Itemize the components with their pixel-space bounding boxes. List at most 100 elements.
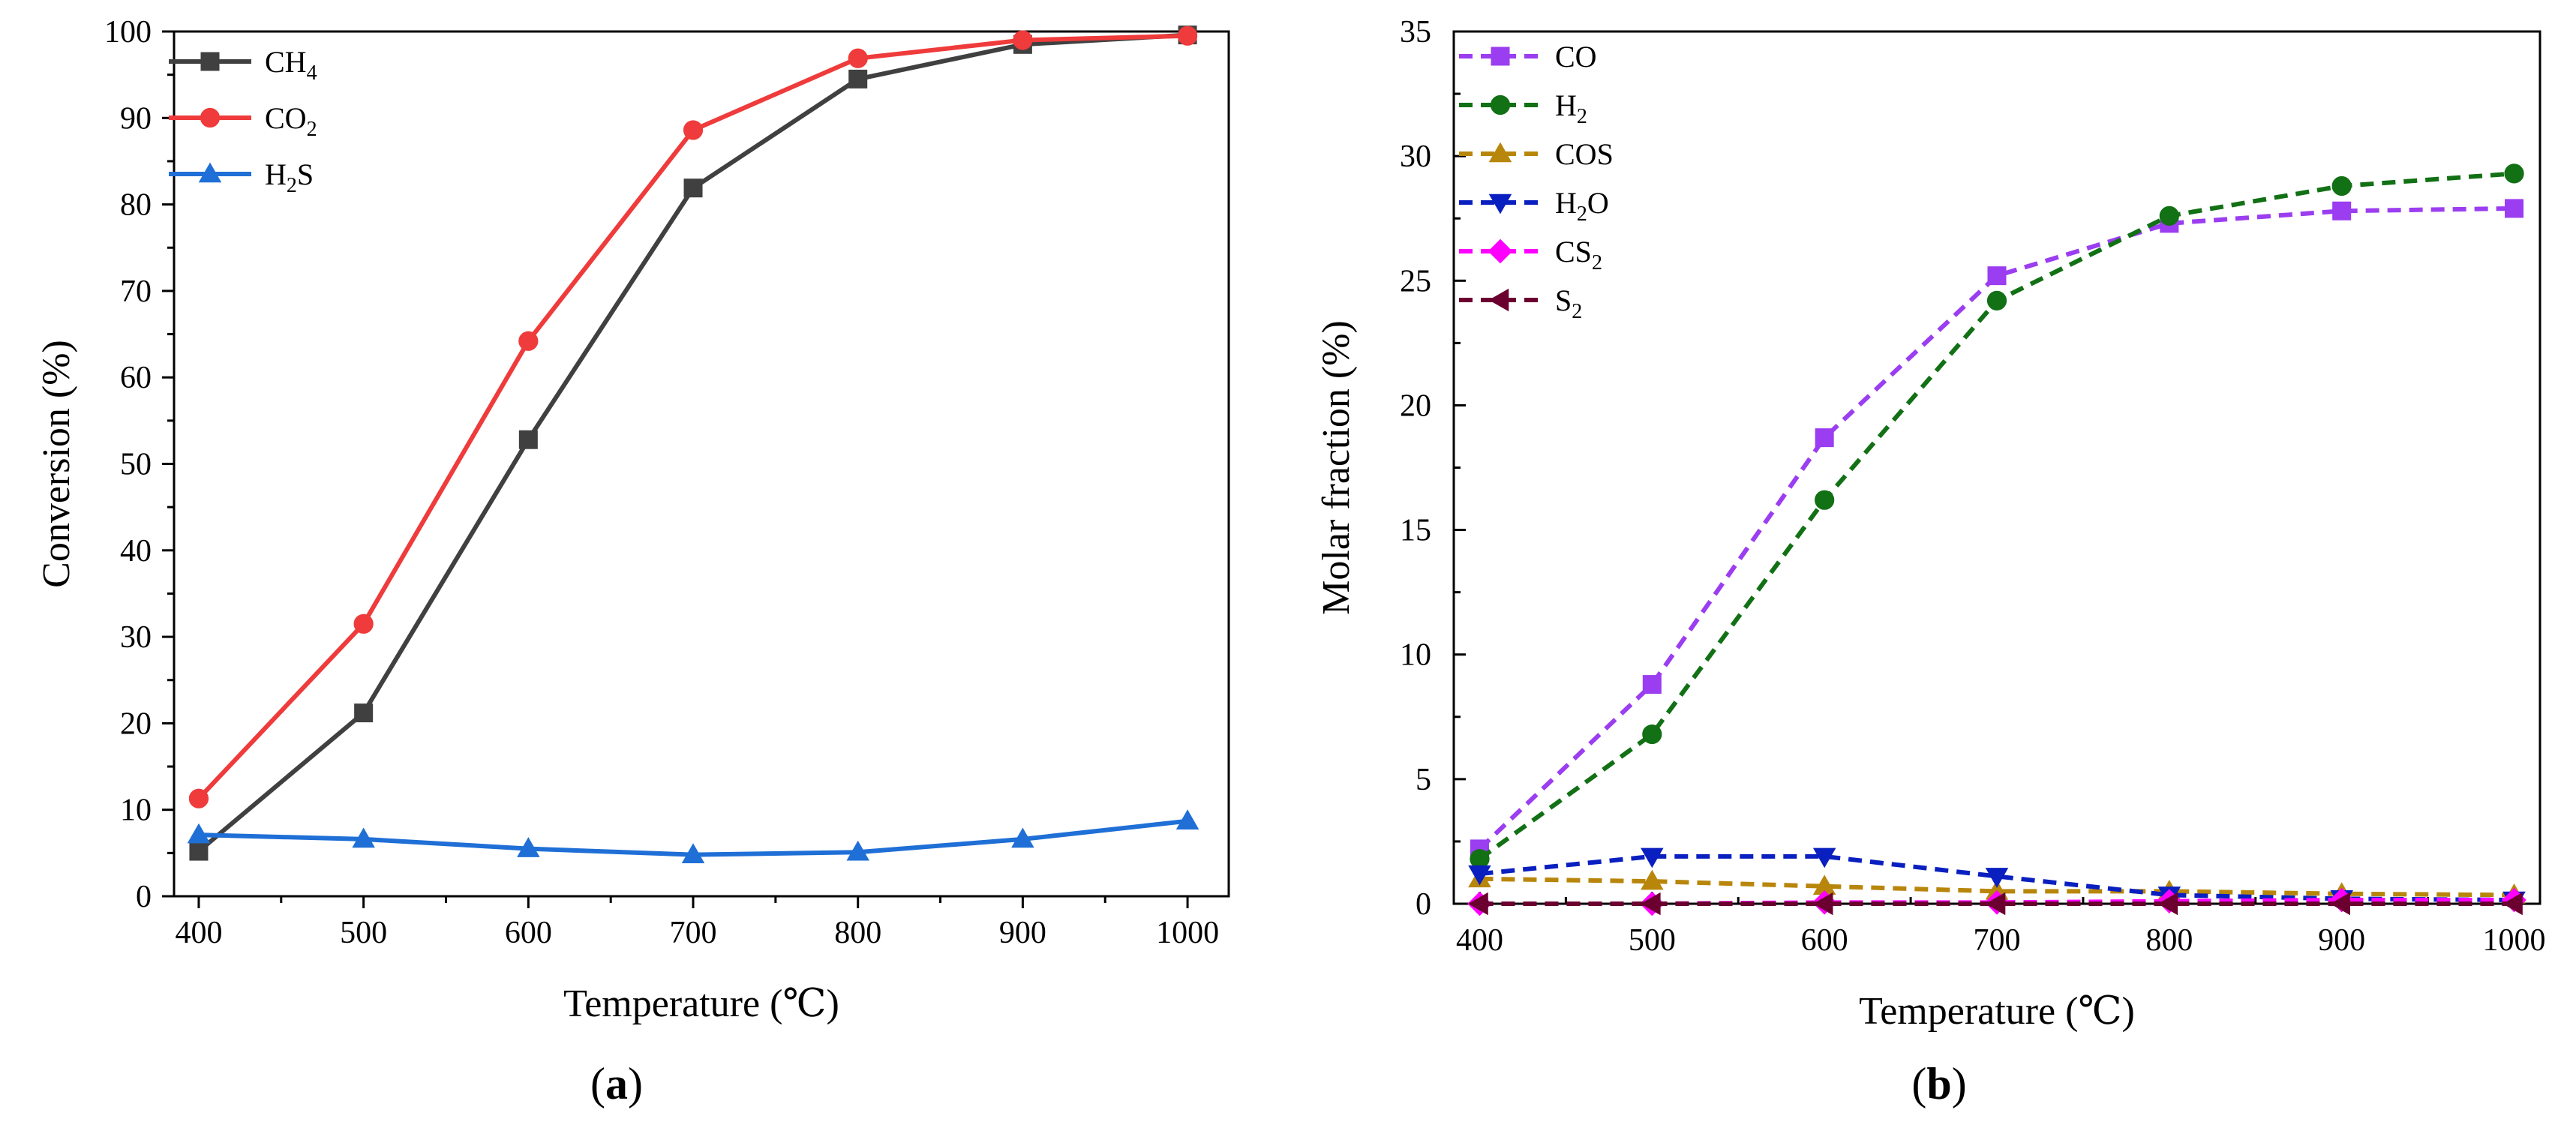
data-point	[2332, 201, 2352, 220]
data-point	[683, 178, 703, 198]
y-tick-label: 10	[120, 794, 152, 828]
data-point	[1011, 827, 1034, 848]
legend-subscript: 2	[287, 174, 297, 197]
legend-tail: S	[297, 158, 314, 191]
x-tick-label: 600	[505, 916, 552, 950]
series-1	[1470, 164, 2524, 869]
x-tick-label: 1000	[2483, 923, 2546, 958]
legend-marker	[1490, 94, 1511, 116]
legend-label: CS2	[1555, 235, 1602, 274]
legend-subscript: 2	[1572, 300, 1582, 323]
x-tick-label: 500	[1629, 923, 1676, 958]
data-point	[1177, 26, 1198, 46]
legend-marker	[1488, 288, 1509, 312]
legend-subscript: 2	[1577, 105, 1587, 128]
legend-label: CO	[1555, 40, 1597, 74]
panel-label-close: )	[1952, 1059, 1967, 1108]
x-axis-title: Temperature (℃)	[563, 982, 839, 1025]
y-tick-label: 20	[1400, 388, 1431, 423]
panel-label-letter: b	[1926, 1059, 1951, 1108]
legend-name: CS	[1555, 235, 1592, 268]
data-point	[2330, 892, 2350, 916]
data-point	[353, 614, 374, 634]
y-tick-label: 10	[1400, 638, 1431, 673]
legend-tail: O	[1587, 186, 1609, 220]
panel-a: 400 500 600 700 800 900 1000 0 10 20 30 40 50 60 70 80 9…	[35, 15, 1230, 1108]
y-tick-label: 50	[120, 448, 152, 482]
data-point	[1985, 892, 2006, 916]
data-point	[1640, 892, 1661, 916]
y-tick-label: 0	[136, 880, 152, 914]
y-tick-label: 20	[120, 706, 152, 741]
legend-name: H	[265, 158, 287, 191]
data-point	[846, 840, 869, 861]
legend-subscript: 2	[307, 118, 317, 141]
data-point	[1642, 724, 1662, 745]
legend-subscript: 2	[1577, 202, 1587, 226]
x-tick-label: 600	[1801, 923, 1848, 958]
data-point	[2505, 199, 2524, 218]
legend-label: COS	[1555, 137, 1614, 171]
legend-label: CO2	[265, 101, 317, 141]
panel-label: (b)	[1911, 1059, 1966, 1108]
x-tick-label: 1000	[1156, 916, 1219, 950]
legend-label: H2O	[1555, 186, 1609, 226]
data-point	[1468, 892, 1488, 916]
data-point	[1987, 266, 2007, 286]
data-point	[1641, 848, 1664, 868]
legend-name: S	[1555, 284, 1572, 317]
y-tick-label: 30	[120, 620, 152, 655]
data-point	[188, 788, 209, 808]
y-axis-title: Molar fraction (%)	[1315, 320, 1358, 615]
panel-label-close: )	[628, 1059, 643, 1108]
legend-marker	[200, 52, 220, 71]
legend-name: CO	[1555, 40, 1597, 74]
x-axis-title: Temperature (℃)	[1859, 990, 2135, 1033]
x-tick-label: 700	[670, 916, 717, 950]
data-point	[2331, 176, 2352, 196]
panel-b: 400 500 600 700 800 900 1000 0 5 10 15 20 25 30 35 Temp…	[1315, 15, 2546, 1108]
legend-label: H2S	[265, 158, 314, 197]
legend-name: CO	[265, 101, 307, 135]
data-point	[2504, 164, 2524, 184]
data-point	[1013, 30, 1033, 50]
legend-name: COS	[1555, 137, 1614, 171]
legend-marker	[198, 162, 222, 183]
x-tick-label: 800	[834, 916, 881, 950]
x-tick-label: 400	[1456, 923, 1503, 958]
data-point	[189, 842, 209, 861]
legend-marker	[1488, 142, 1512, 163]
y-tick-label: 70	[120, 274, 152, 309]
y-tick-label: 35	[1400, 15, 1431, 50]
series-1	[188, 26, 1198, 808]
data-point	[1815, 490, 1835, 510]
y-tick-label: 80	[120, 188, 152, 223]
data-point	[517, 837, 540, 857]
y-tick-label: 40	[120, 534, 152, 568]
legend-marker	[200, 107, 221, 128]
series-line	[197, 33, 1188, 800]
data-point	[518, 430, 538, 449]
data-point	[352, 827, 375, 848]
y-tick-label: 0	[1416, 887, 1431, 922]
data-point	[1985, 868, 2009, 888]
legend-label: H2	[1555, 88, 1587, 128]
y-tick-label: 5	[1416, 763, 1431, 797]
data-point	[2157, 892, 2178, 916]
legend-name: CH	[265, 45, 307, 79]
data-point	[1815, 428, 1834, 448]
y-axis-title: Conversion (%)	[35, 340, 78, 588]
data-point	[2502, 892, 2523, 916]
data-point	[1642, 675, 1662, 694]
legend-marker	[1491, 46, 1510, 66]
data-point	[187, 823, 211, 844]
plot-frame	[173, 30, 1230, 898]
panel-label: (a)	[590, 1059, 643, 1108]
data-point	[683, 120, 704, 140]
data-point	[2159, 206, 2179, 226]
data-point	[1641, 869, 1664, 890]
series-line	[197, 32, 1188, 854]
data-point	[1812, 848, 1836, 868]
